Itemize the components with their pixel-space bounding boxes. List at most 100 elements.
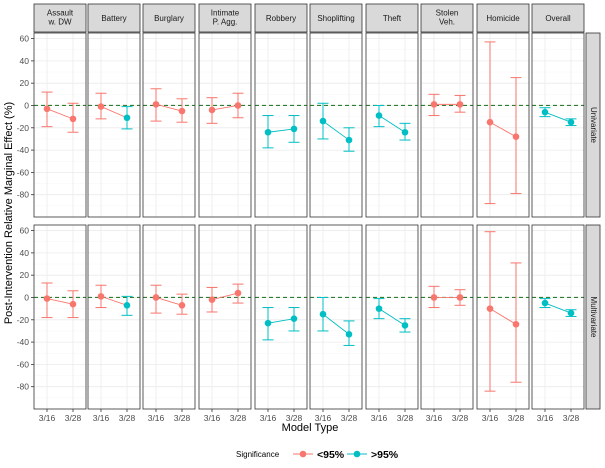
point-shoplifting-multivariate-3-28[interactable] xyxy=(343,320,355,346)
strip-label-stolen-veh: Stolen xyxy=(436,9,459,18)
panel-border xyxy=(87,224,141,410)
point-homicide-multivariate-3-28[interactable] xyxy=(510,262,522,383)
point-battery-multivariate-3-28[interactable] xyxy=(121,295,133,316)
point-intimate-p-agg-multivariate-3-28[interactable] xyxy=(232,283,244,304)
x-tick-label: 3/16 xyxy=(39,413,56,423)
legend-label-above-95: >95% xyxy=(371,449,399,461)
point-overall-univariate-3-16[interactable] xyxy=(539,107,551,118)
series-connector-line xyxy=(544,302,572,314)
estimate-point xyxy=(486,305,494,312)
estimate-point xyxy=(178,301,186,309)
y-tick-label: -40 xyxy=(17,145,30,155)
point-shoplifting-multivariate-3-16[interactable] xyxy=(317,296,329,332)
panel-background xyxy=(366,33,418,217)
point-homicide-univariate-3-16[interactable] xyxy=(484,41,496,205)
estimate-point xyxy=(401,128,409,136)
estimate-point xyxy=(152,294,160,301)
estimate-point xyxy=(567,309,575,317)
panel-border xyxy=(198,224,252,410)
x-tick-label: 3/16 xyxy=(315,413,332,423)
x-tick-label: 3/16 xyxy=(482,413,499,423)
series-connector-line xyxy=(267,128,295,133)
estimate-point xyxy=(375,112,383,119)
point-intimate-p-agg-univariate-3-28[interactable] xyxy=(232,92,244,119)
point-battery-multivariate-3-16[interactable] xyxy=(95,284,107,309)
point-battery-univariate-3-16[interactable] xyxy=(95,92,107,120)
x-axis-title: Model Type xyxy=(282,422,339,434)
point-robbery-univariate-3-28[interactable] xyxy=(288,115,300,143)
series-connector-line xyxy=(489,308,517,325)
point-overall-multivariate-3-16[interactable] xyxy=(539,298,551,309)
point-burglary-multivariate-3-28[interactable] xyxy=(176,293,188,315)
point-shoplifting-univariate-3-16[interactable] xyxy=(317,102,329,140)
series-connector-line xyxy=(322,120,350,141)
point-stolen-veh-univariate-3-16[interactable] xyxy=(428,93,440,117)
legend-item-below-95[interactable]: <95% xyxy=(293,449,345,461)
estimate-point xyxy=(486,118,494,126)
point-battery-univariate-3-28[interactable] xyxy=(121,106,133,130)
panel-border xyxy=(309,32,363,218)
strip-label-theft: Theft xyxy=(383,14,402,23)
estimate-point xyxy=(430,294,438,301)
x-tick-label: 3/16 xyxy=(93,413,110,423)
x-tick-label: 3/28 xyxy=(230,413,247,423)
estimate-point xyxy=(512,133,520,141)
series-connector-line xyxy=(100,295,128,306)
point-stolen-veh-multivariate-3-16[interactable] xyxy=(428,285,440,309)
panel-intimate-p-agg-multivariate xyxy=(198,224,252,410)
point-overall-univariate-3-28[interactable] xyxy=(565,118,577,127)
estimate-point xyxy=(152,101,160,108)
panel-theft-univariate xyxy=(365,32,419,218)
estimate-point xyxy=(69,300,77,308)
panel-border xyxy=(254,224,308,410)
series-connector-line xyxy=(211,105,239,111)
strip-label-stolen-veh: Veh. xyxy=(439,18,455,27)
panel-background xyxy=(310,33,362,217)
point-stolen-veh-univariate-3-28[interactable] xyxy=(454,94,466,113)
x-tick-label: 3/28 xyxy=(174,413,191,423)
point-stolen-veh-multivariate-3-28[interactable] xyxy=(454,289,466,306)
point-burglary-univariate-3-16[interactable] xyxy=(150,88,162,122)
point-assault-w-dw-univariate-3-28[interactable] xyxy=(67,102,79,133)
row-strip-multivariate xyxy=(585,224,601,410)
point-assault-w-dw-univariate-3-16[interactable] xyxy=(41,91,53,128)
strip-intimate-p-agg xyxy=(198,3,252,33)
point-assault-w-dw-multivariate-3-28[interactable] xyxy=(67,290,79,319)
panel-homicide-univariate xyxy=(476,32,530,218)
point-assault-w-dw-multivariate-3-16[interactable] xyxy=(41,282,53,319)
x-tick-label: 3/16 xyxy=(426,413,443,423)
estimate-point xyxy=(290,125,298,133)
panel-border xyxy=(198,32,252,218)
panel-border xyxy=(420,32,474,218)
point-shoplifting-univariate-3-28[interactable] xyxy=(343,127,355,152)
strip-assault-w-dw xyxy=(33,3,87,33)
estimate-point xyxy=(290,315,298,322)
y-tick-label: -20 xyxy=(17,315,30,325)
point-robbery-multivariate-3-16[interactable] xyxy=(262,307,274,341)
point-burglary-multivariate-3-16[interactable] xyxy=(150,284,162,314)
legend-item-above-95[interactable]: >95% xyxy=(347,449,399,461)
point-homicide-univariate-3-28[interactable] xyxy=(510,77,522,195)
panel-background xyxy=(199,33,251,217)
point-theft-multivariate-3-16[interactable] xyxy=(373,298,385,320)
point-robbery-multivariate-3-28[interactable] xyxy=(288,307,300,332)
point-overall-multivariate-3-28[interactable] xyxy=(565,309,577,317)
point-theft-univariate-3-16[interactable] xyxy=(373,104,385,128)
point-theft-multivariate-3-28[interactable] xyxy=(399,318,411,333)
point-theft-univariate-3-28[interactable] xyxy=(399,122,411,141)
panel-homicide-multivariate xyxy=(476,224,530,410)
panel-border xyxy=(33,224,87,410)
point-homicide-multivariate-3-16[interactable] xyxy=(484,231,496,392)
strip-overall xyxy=(531,3,585,33)
point-burglary-univariate-3-28[interactable] xyxy=(176,98,188,123)
point-robbery-univariate-3-16[interactable] xyxy=(262,115,274,149)
point-intimate-p-agg-multivariate-3-16[interactable] xyxy=(206,286,218,313)
estimate-point xyxy=(97,103,105,110)
panel-battery-univariate xyxy=(87,32,141,218)
series-connector-line xyxy=(378,308,406,326)
y-tick-label: -60 xyxy=(17,359,30,369)
point-intimate-p-agg-univariate-3-16[interactable] xyxy=(206,97,218,124)
x-tick-label: 3/28 xyxy=(119,413,136,423)
strip-label-overall: Overall xyxy=(545,14,571,23)
legend-label-below-95: <95% xyxy=(317,449,345,461)
